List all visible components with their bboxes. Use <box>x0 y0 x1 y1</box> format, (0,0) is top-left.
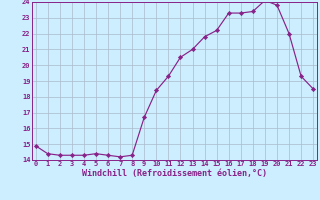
X-axis label: Windchill (Refroidissement éolien,°C): Windchill (Refroidissement éolien,°C) <box>82 169 267 178</box>
